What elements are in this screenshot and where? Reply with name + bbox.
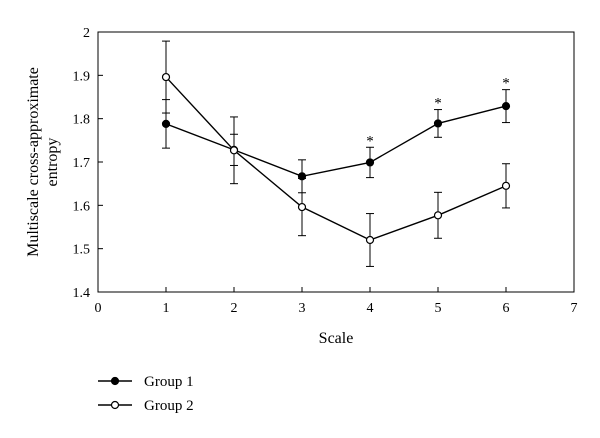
y-axis-label-line-2: entropy bbox=[44, 138, 61, 187]
x-tick-label: 0 bbox=[95, 301, 102, 316]
legend-series-2-label: Group 2 bbox=[144, 398, 194, 414]
series-1-point bbox=[161, 119, 171, 128]
y-tick-label: 1.7 bbox=[73, 156, 91, 171]
y-tick-label: 1.4 bbox=[73, 286, 91, 301]
series-layer bbox=[161, 40, 511, 267]
series-1-point bbox=[365, 158, 375, 167]
series-2-point bbox=[433, 211, 443, 220]
y-tick-label: 1.9 bbox=[73, 69, 91, 84]
y-axis-label-line-1: Multiscale cross-approximate bbox=[25, 67, 42, 257]
series-2-point bbox=[297, 202, 307, 212]
series-1-line bbox=[165, 105, 507, 178]
significance-markers: * * * bbox=[366, 76, 510, 150]
y-tick-label: 2 bbox=[83, 26, 90, 41]
significance-asterisk: * bbox=[366, 133, 374, 149]
series-2-point bbox=[229, 146, 239, 155]
x-tick-label: 1 bbox=[163, 301, 170, 316]
x-tick-label: 3 bbox=[299, 301, 306, 316]
y-tick-label: 1.8 bbox=[73, 113, 91, 128]
legend-series-1-label: Group 1 bbox=[144, 374, 194, 390]
legend-series-2-marker bbox=[110, 400, 120, 410]
series-1-point bbox=[433, 119, 443, 128]
x-tick-label: 7 bbox=[571, 301, 578, 316]
x-tick-label: 6 bbox=[503, 301, 510, 316]
y-tick-label: 1.6 bbox=[73, 199, 91, 214]
y-tick-label: 1.5 bbox=[73, 243, 91, 258]
significance-asterisk: * bbox=[502, 76, 510, 92]
series-1-point bbox=[501, 101, 511, 111]
series-2-point bbox=[501, 181, 511, 190]
series-2-point bbox=[365, 235, 375, 245]
series-2-line bbox=[165, 76, 507, 241]
legend-series-1-marker bbox=[110, 376, 120, 386]
y-axis-ticks: 1.4 1.5 1.6 1.7 1.8 1.9 2 bbox=[73, 26, 103, 301]
x-tick-label: 2 bbox=[231, 301, 238, 316]
y-axis-label: Multiscale cross-approximate entropy bbox=[25, 67, 61, 257]
plot-frame bbox=[97, 31, 575, 293]
significance-asterisk: * bbox=[434, 96, 442, 112]
x-tick-label: 4 bbox=[367, 301, 374, 316]
x-axis-ticks: 0 1 2 3 4 5 6 7 bbox=[95, 287, 578, 316]
x-axis-label: Scale bbox=[319, 330, 354, 347]
series-2-point bbox=[161, 72, 171, 82]
legend: Group 1 Group 2 bbox=[98, 374, 194, 414]
x-tick-label: 5 bbox=[435, 301, 442, 316]
